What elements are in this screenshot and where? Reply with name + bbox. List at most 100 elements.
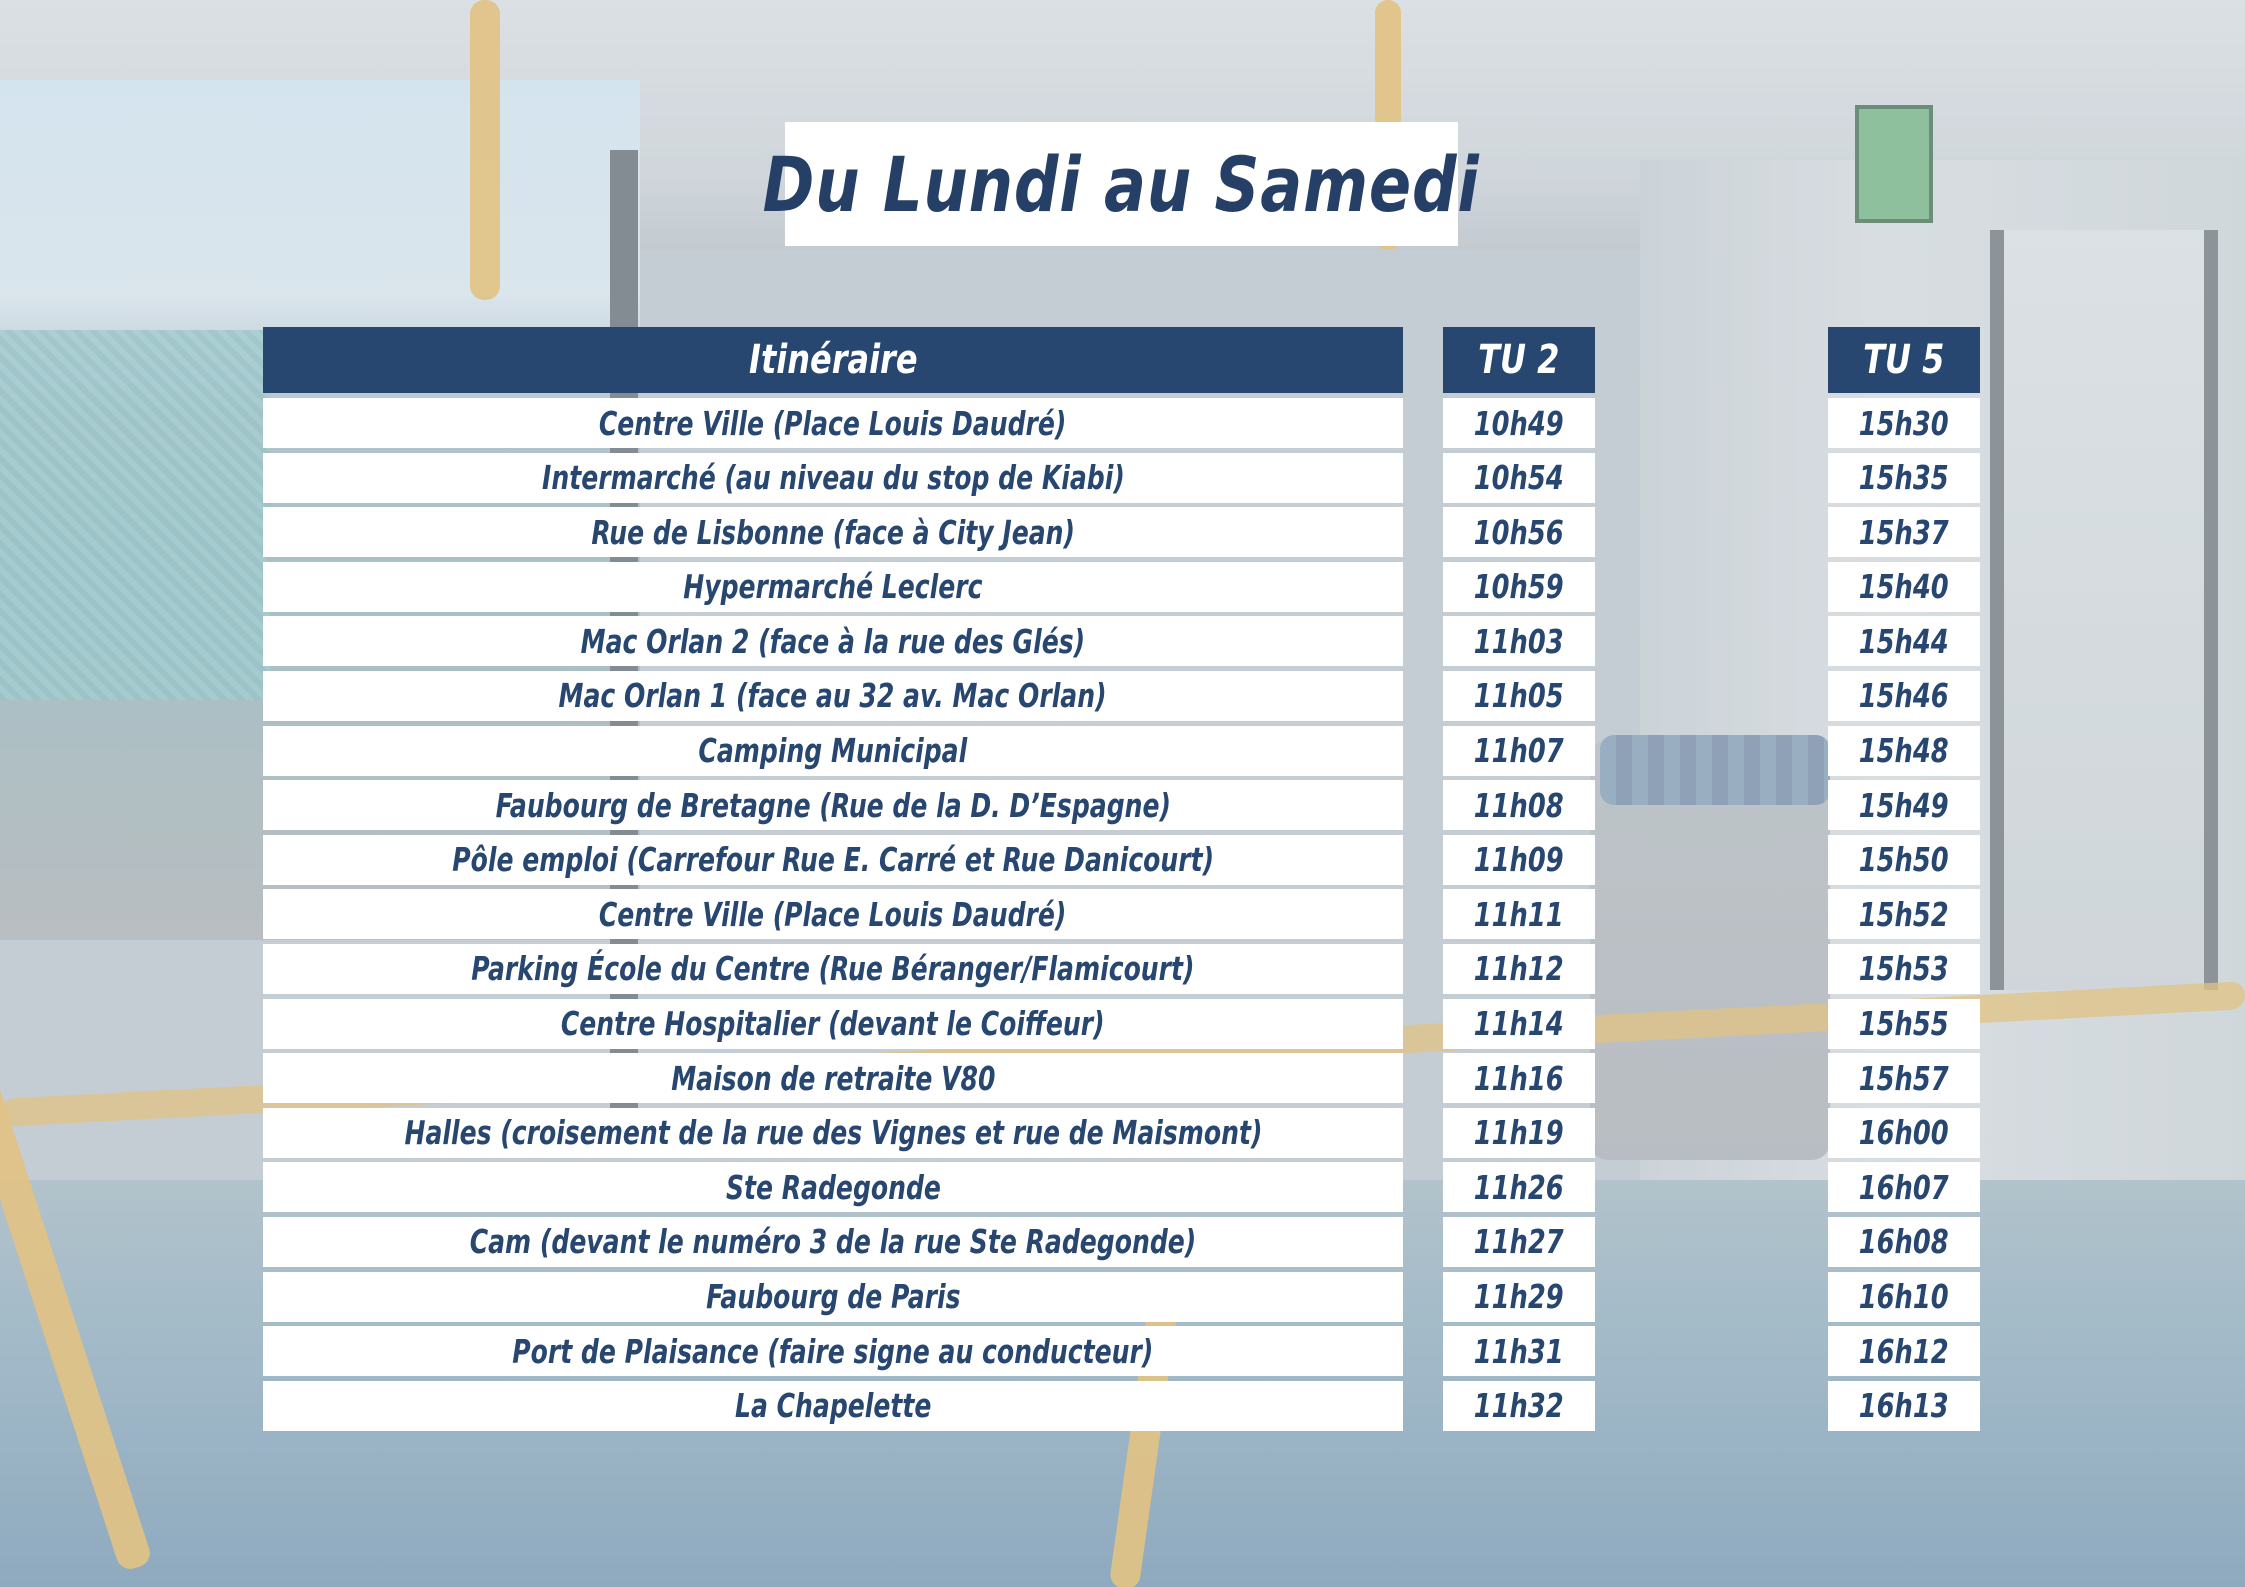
tu5-time-cell-text: 15h46: [1859, 676, 1949, 716]
tu2-time-cell-text: 10h54: [1474, 458, 1564, 498]
tu5-time-cell: 15h52: [1828, 889, 1980, 940]
tu5-time-cell: 15h35: [1828, 452, 1980, 503]
tu2-time-cell: 11h03: [1443, 616, 1595, 667]
tu2-time-cell-text: 11h12: [1474, 949, 1564, 989]
tu5-time-cell: 16h08: [1828, 1216, 1980, 1267]
tu2-header-label: TU 2: [1478, 337, 1560, 383]
stop-cell: Maison de retraite V80: [263, 1053, 1403, 1104]
tu2-time-cell-text: 11h14: [1474, 1004, 1564, 1044]
tu5-time-cell: 15h37: [1828, 507, 1980, 558]
tu2-time-cell: 11h29: [1443, 1271, 1595, 1322]
tu5-time-cell: 16h13: [1828, 1380, 1980, 1431]
tu2-time-cell-text: 10h56: [1474, 512, 1564, 552]
stop-cell: La Chapelette: [263, 1380, 1403, 1431]
stop-cell: Intermarché (au niveau du stop de Kiabi): [263, 452, 1403, 503]
tu5-time-cell: 15h30: [1828, 398, 1980, 448]
tu5-time-cell-text: 15h49: [1859, 785, 1949, 825]
stop-cell-text: Port de Plaisance (faire signe au conduc…: [512, 1331, 1154, 1371]
tu2-time-cell: 11h31: [1443, 1326, 1595, 1377]
tu2-time-cell-text: 11h05: [1474, 676, 1564, 716]
tu5-time-cell: 15h48: [1828, 725, 1980, 776]
tu2-time-cell: 11h11: [1443, 889, 1595, 940]
tu2-time-cell: 10h59: [1443, 561, 1595, 612]
tu5-time-cell-text: 16h08: [1859, 1222, 1949, 1262]
tu5-time-cell-text: 16h12: [1859, 1331, 1949, 1371]
tu2-time-cell-text: 11h03: [1474, 621, 1564, 661]
tu5-time-cell-text: 15h37: [1859, 512, 1949, 552]
tu5-time-cell-text: 15h40: [1859, 567, 1949, 607]
stop-cell-text: Cam (devant le numéro 3 de la rue Ste Ra…: [469, 1222, 1197, 1262]
stop-cell: Ste Radegonde: [263, 1162, 1403, 1213]
tu2-time-cell: 10h54: [1443, 452, 1595, 503]
stop-cell-text: Pôle emploi (Carrefour Rue E. Carré et R…: [452, 840, 1214, 880]
stop-cell: Mac Orlan 1 (face au 32 av. Mac Orlan): [263, 670, 1403, 721]
stop-cell: Faubourg de Bretagne (Rue de la D. D’Esp…: [263, 780, 1403, 831]
stop-cell: Centre Ville (Place Louis Daudré): [263, 398, 1403, 448]
stop-cell-text: Intermarché (au niveau du stop de Kiabi): [541, 458, 1125, 498]
bus-seat-top: [1600, 735, 1830, 805]
tu5-time-cell-text: 15h30: [1859, 403, 1949, 443]
stop-cell-text: Mac Orlan 1 (face au 32 av. Mac Orlan): [558, 676, 1108, 716]
tu2-time-cell-text: 11h31: [1474, 1331, 1564, 1371]
tu5-time-cell-text: 15h50: [1859, 840, 1949, 880]
green-net: [0, 330, 270, 700]
tu5-time-cell: 16h00: [1828, 1107, 1980, 1158]
stop-cell-text: Parking École du Centre (Rue Béranger/Fl…: [471, 949, 1195, 989]
tu5-header-label: TU 5: [1863, 337, 1945, 383]
tu5-time-cell-text: 15h35: [1859, 458, 1949, 498]
stop-cell-text: Ste Radegonde: [725, 1167, 941, 1207]
tu2-time-cell: 11h27: [1443, 1216, 1595, 1267]
tu2-time-cell-text: 11h19: [1474, 1113, 1564, 1153]
tu5-time-cell-text: 15h57: [1859, 1058, 1949, 1098]
tu5-time-cell-text: 15h53: [1859, 949, 1949, 989]
stop-cell: Cam (devant le numéro 3 de la rue Ste Ra…: [263, 1216, 1403, 1267]
tu5-time-cell-text: 15h44: [1859, 621, 1949, 661]
tu2-time-cell: 11h19: [1443, 1107, 1595, 1158]
tu2-time-cell-text: 11h16: [1474, 1058, 1564, 1098]
stop-cell: Pôle emploi (Carrefour Rue E. Carré et R…: [263, 834, 1403, 885]
stop-cell: Halles (croisement de la rue des Vignes …: [263, 1107, 1403, 1158]
stop-cell-text: Faubourg de Paris: [705, 1277, 961, 1316]
stop-cell: Rue de Lisbonne (face à City Jean): [263, 507, 1403, 558]
tu2-time-cell: 11h08: [1443, 780, 1595, 831]
stop-cell-text: Centre Ville (Place Louis Daudré): [599, 894, 1067, 934]
tu2-time-cell: 10h49: [1443, 398, 1595, 448]
tu2-time-cell-text: 11h32: [1474, 1386, 1564, 1426]
tu2-time-cell-text: 10h59: [1474, 567, 1564, 607]
tu2-time-cell: 11h14: [1443, 998, 1595, 1049]
tu2-time-cell: 10h56: [1443, 507, 1595, 558]
tu5-time-cell: 15h57: [1828, 1053, 1980, 1104]
stop-cell-text: Hypermarché Leclerc: [683, 567, 983, 607]
bus-door: [1990, 230, 2218, 990]
tu2-time-cell-text: 11h08: [1474, 785, 1564, 825]
tu2-time-cell-text: 11h11: [1474, 894, 1564, 934]
page-title: Du Lundi au Samedi: [763, 139, 1480, 229]
tu2-time-cell-text: 11h29: [1474, 1277, 1564, 1316]
tu5-time-cell-text: 16h13: [1859, 1386, 1949, 1426]
stop-cell-text: Mac Orlan 2 (face à la rue des Glés): [580, 621, 1086, 661]
tu5-time-cell-text: 15h52: [1859, 894, 1949, 934]
tu2-time-cell: 11h09: [1443, 834, 1595, 885]
tu2-time-cell: 11h05: [1443, 670, 1595, 721]
tu5-time-cell: 15h49: [1828, 780, 1980, 831]
tu5-time-cell: 15h55: [1828, 998, 1980, 1049]
tu5-time-cell: 16h10: [1828, 1271, 1980, 1322]
tu2-time-cell: 11h26: [1443, 1162, 1595, 1213]
stop-cell-text: Centre Ville (Place Louis Daudré): [599, 403, 1067, 443]
stop-cell-text: Maison de retraite V80: [670, 1058, 996, 1098]
stop-cell: Hypermarché Leclerc: [263, 561, 1403, 612]
tu5-time-cell: 16h12: [1828, 1326, 1980, 1377]
itinerary-column: Itinéraire Centre Ville (Place Louis Dau…: [263, 327, 1403, 1435]
stop-cell: Centre Ville (Place Louis Daudré): [263, 889, 1403, 940]
tu2-time-cell-text: 11h07: [1474, 731, 1564, 771]
stop-cell: Centre Hospitalier (devant le Coiffeur): [263, 998, 1403, 1049]
exit-sign-icon: [1855, 105, 1933, 223]
title-box: Du Lundi au Samedi: [763, 122, 1479, 246]
handrail: [470, 0, 500, 300]
stop-cell: Port de Plaisance (faire signe au conduc…: [263, 1326, 1403, 1377]
stop-cell-text: Halles (croisement de la rue des Vignes …: [403, 1113, 1262, 1153]
tu5-time-cell: 15h53: [1828, 943, 1980, 994]
stop-cell: Parking École du Centre (Rue Béranger/Fl…: [263, 943, 1403, 994]
tu5-time-cell: 15h44: [1828, 616, 1980, 667]
tu2-time-cell: 11h07: [1443, 725, 1595, 776]
